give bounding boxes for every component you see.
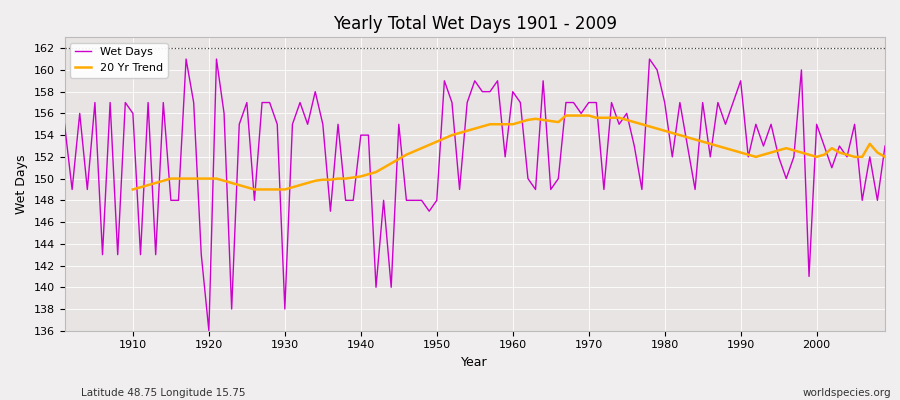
X-axis label: Year: Year: [462, 356, 488, 369]
20 Yr Trend: [272, 187, 283, 192]
Wet Days: [523, 176, 534, 181]
20 Yr Trend: [583, 113, 594, 118]
20 Yr Trend: [302, 180, 313, 185]
20 Yr Trend: [515, 120, 526, 124]
Text: Latitude 48.75 Longitude 15.75: Latitude 48.75 Longitude 15.75: [81, 388, 246, 398]
20 Yr Trend: [128, 187, 139, 192]
Legend: Wet Days, 20 Yr Trend: Wet Days, 20 Yr Trend: [70, 43, 167, 78]
Wet Days: [302, 122, 313, 127]
20 Yr Trend: [879, 154, 890, 159]
Wet Days: [59, 122, 70, 127]
20 Yr Trend: [850, 154, 860, 159]
Wet Days: [203, 328, 214, 333]
Title: Yearly Total Wet Days 1901 - 2009: Yearly Total Wet Days 1901 - 2009: [333, 15, 616, 33]
Wet Days: [120, 100, 130, 105]
Wet Days: [879, 144, 890, 148]
20 Yr Trend: [826, 146, 837, 150]
Wet Days: [181, 57, 192, 62]
Y-axis label: Wet Days: Wet Days: [15, 154, 28, 214]
Wet Days: [515, 100, 526, 105]
Line: Wet Days: Wet Days: [65, 59, 885, 331]
Text: worldspecies.org: worldspecies.org: [803, 388, 891, 398]
Wet Days: [347, 198, 358, 203]
20 Yr Trend: [561, 113, 572, 118]
Wet Days: [614, 122, 625, 127]
Line: 20 Yr Trend: 20 Yr Trend: [133, 116, 885, 190]
